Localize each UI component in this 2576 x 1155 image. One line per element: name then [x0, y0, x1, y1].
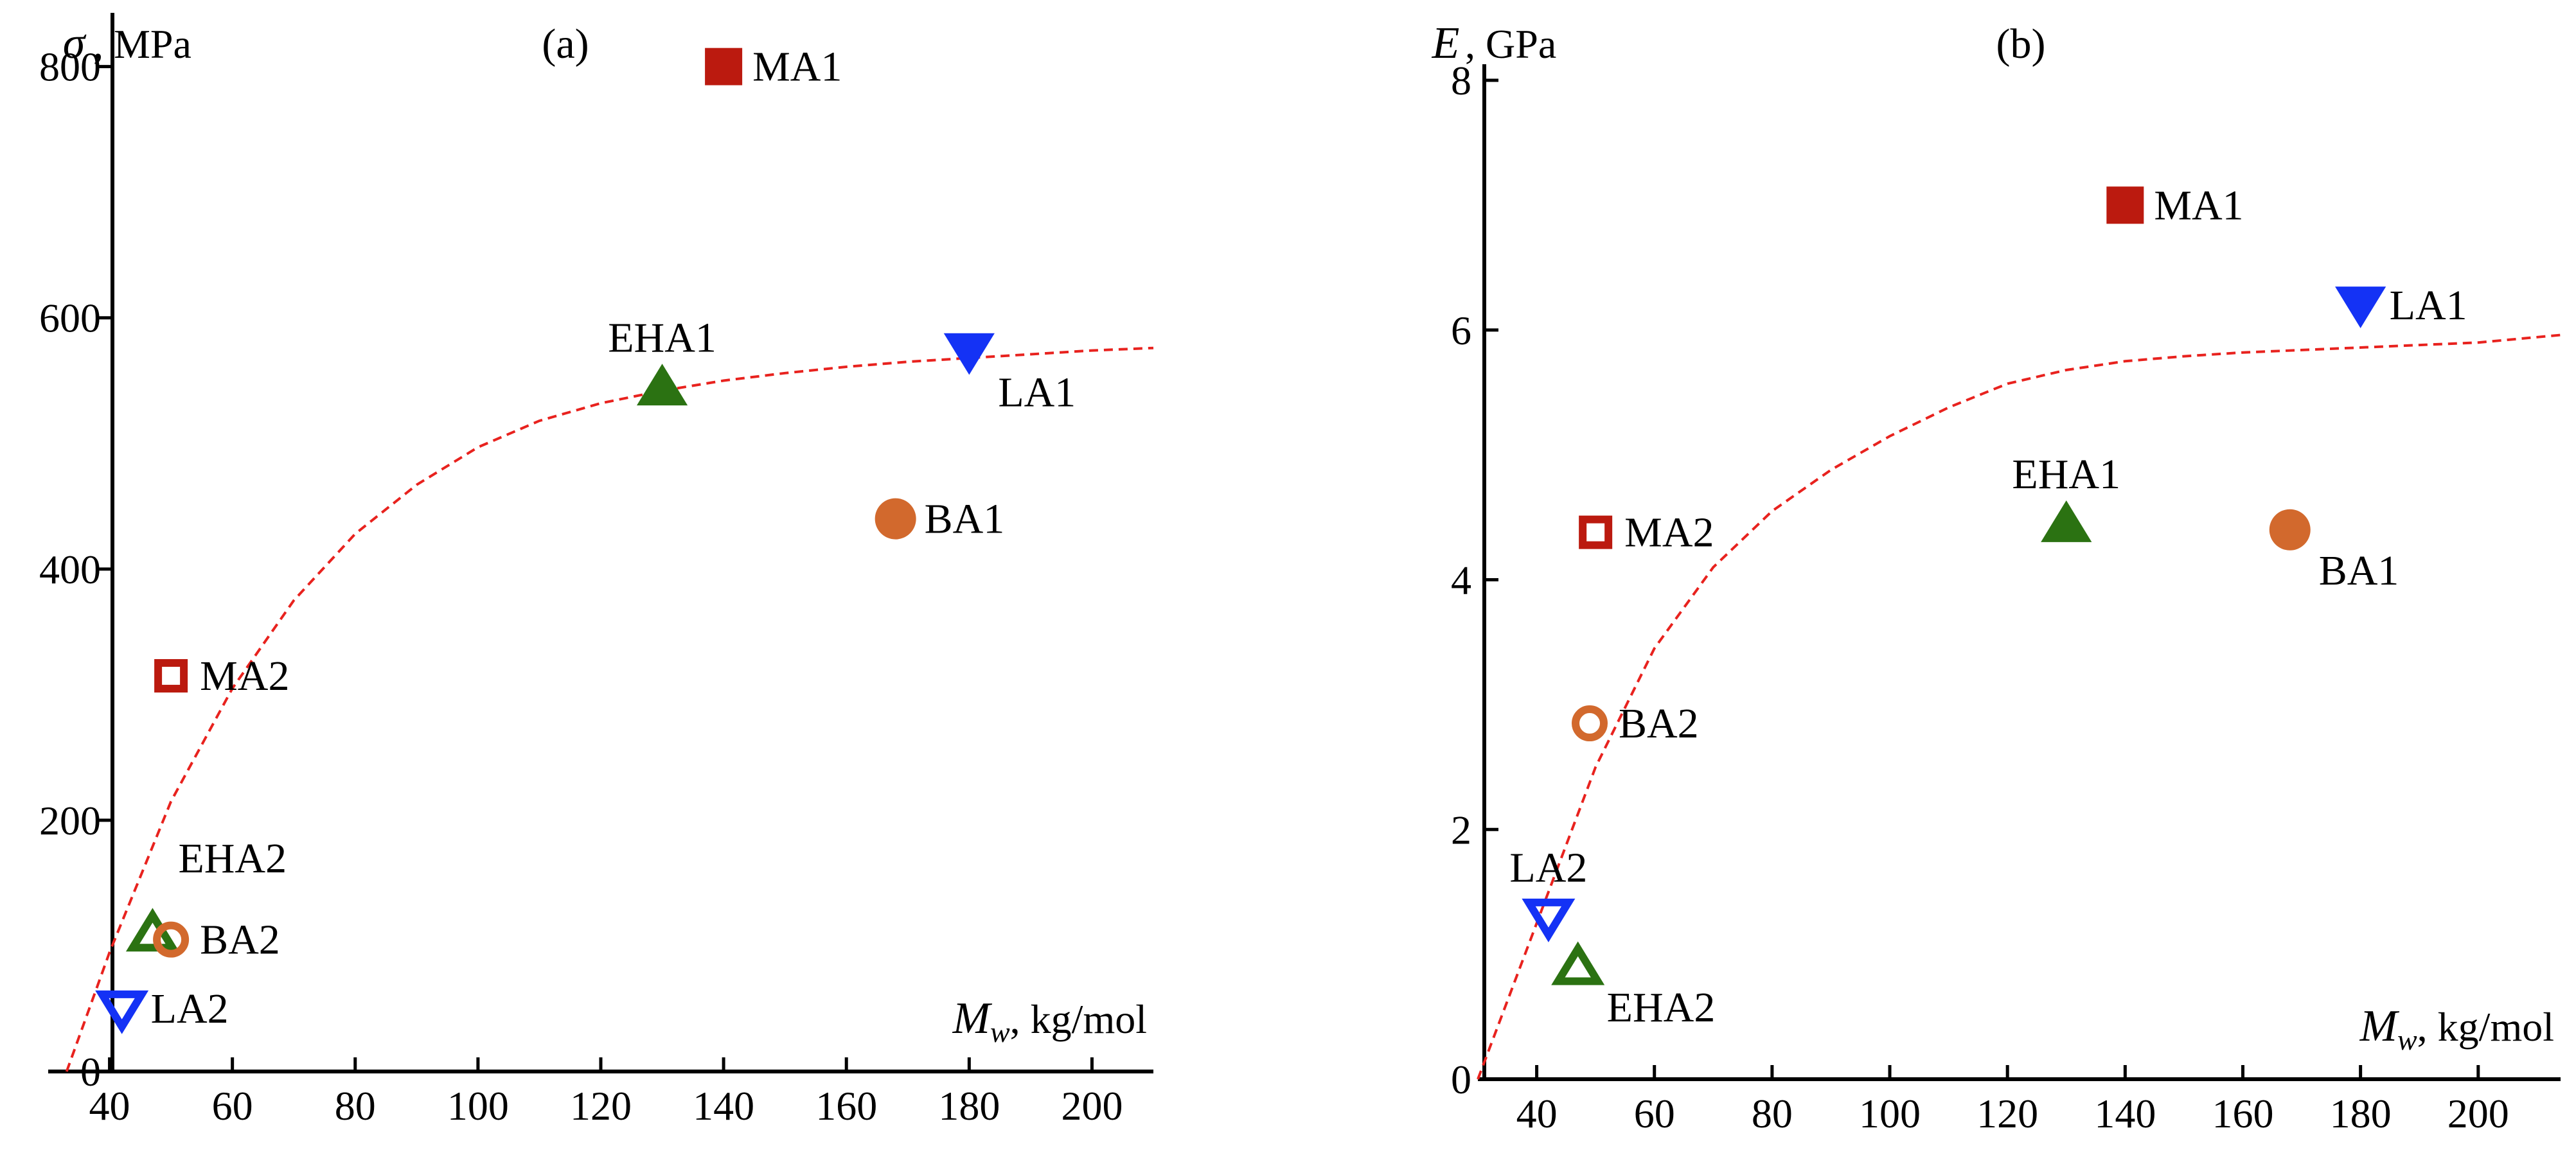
y-tick-label: 200	[39, 798, 101, 843]
x-axis-label-unit: , kg/mol	[2417, 1004, 2554, 1050]
x-axis-label-symbol: M	[2359, 1001, 2400, 1051]
y-axis-label-symbol: E	[1432, 19, 1460, 68]
point-ba1	[2269, 509, 2311, 551]
y-axis-label-symbol: σ	[63, 19, 87, 68]
x-tick-label: 100	[1859, 1091, 1921, 1136]
x-tick-label: 200	[2447, 1091, 2509, 1136]
x-tick-label: 40	[1516, 1091, 1558, 1136]
x-tick-label: 80	[1752, 1091, 1793, 1136]
point-ba2	[1571, 705, 1608, 742]
point-la1	[943, 333, 995, 375]
point-eha1	[2041, 500, 2092, 542]
point-eha2	[125, 908, 179, 952]
point-ma2	[154, 659, 188, 693]
y-tick-label: 600	[39, 295, 101, 341]
x-tick-label: 180	[938, 1083, 1000, 1129]
point-label-la2: LA2	[1509, 844, 1587, 891]
point-la2	[95, 990, 149, 1034]
x-tick-label: 120	[1976, 1091, 2038, 1136]
point-label-eha1: EHA1	[608, 314, 716, 361]
x-tick-label: 80	[335, 1083, 376, 1129]
panel-label: (a)	[542, 21, 589, 67]
y-tick-label: 6	[1451, 308, 1471, 353]
point-label-la1: LA1	[2390, 282, 2467, 329]
x-tick-label: 120	[570, 1083, 632, 1129]
point-label-ba1: BA1	[2319, 547, 2399, 594]
point-eha2	[1551, 941, 1605, 985]
x-tick-label: 140	[2094, 1091, 2156, 1136]
y-tick-label: 0	[80, 1049, 101, 1095]
panel-b: 0 2 4 6 8 40 60 80 100 120 140 160 180 200 E, GPa (b) M w…	[1432, 19, 2561, 1136]
point-label-la2: LA2	[151, 985, 229, 1032]
point-ba1	[875, 498, 916, 540]
y-tick-label: 8	[1451, 58, 1471, 103]
point-la1	[2335, 287, 2386, 328]
x-tick-label: 60	[212, 1083, 253, 1129]
point-ma2	[1579, 515, 1613, 549]
x-tick-label: 180	[2330, 1091, 2392, 1136]
y-tick-label: 4	[1451, 558, 1471, 603]
point-eha1	[636, 364, 688, 406]
point-label-eha2: EHA2	[1607, 984, 1716, 1031]
fit-curve	[65, 346, 1154, 1072]
y-tick-label: 400	[39, 547, 101, 592]
x-tick-label: 40	[89, 1083, 130, 1129]
x-tick-label: 100	[447, 1083, 509, 1129]
point-label-eha1: EHA1	[2012, 451, 2120, 498]
x-tick-label: 200	[1061, 1083, 1123, 1129]
y-tick-label: 0	[1451, 1057, 1471, 1102]
x-tick-label: 60	[1634, 1091, 1675, 1136]
point-label-ma1: MA1	[752, 44, 842, 91]
x-tick-label: 160	[2212, 1091, 2273, 1136]
x-tick-label: 160	[815, 1083, 877, 1129]
y-axis-label-unit: , GPa	[1465, 21, 1556, 67]
point-label-ba2: BA2	[1619, 700, 1699, 747]
point-label-ba1: BA1	[925, 496, 1005, 543]
point-label-ma1: MA1	[2154, 182, 2243, 229]
x-axis-label-sub: w	[990, 1016, 1010, 1048]
point-label-eha2: EHA2	[178, 835, 287, 882]
y-tick-label: 2	[1451, 807, 1471, 852]
panel-label: (b)	[1996, 21, 2046, 67]
y-tick-label: 800	[39, 44, 101, 90]
point-ba2	[153, 921, 190, 958]
point-ma1	[2106, 186, 2144, 224]
fit-curve	[1477, 333, 2561, 1080]
point-label-la1: LA1	[998, 369, 1076, 416]
point-ma1	[705, 48, 743, 85]
x-axis-label-symbol: M	[952, 994, 993, 1043]
point-label-ma2: MA2	[200, 653, 289, 700]
point-la2	[1522, 898, 1576, 942]
x-tick-label: 140	[693, 1083, 754, 1129]
x-axis-label-unit: , kg/mol	[1010, 996, 1147, 1042]
point-label-ma2: MA2	[1624, 509, 1714, 556]
x-axis-label-sub: w	[2397, 1023, 2417, 1056]
y-axis-label-unit: , MPa	[93, 21, 191, 67]
point-label-ba2: BA2	[200, 917, 280, 964]
